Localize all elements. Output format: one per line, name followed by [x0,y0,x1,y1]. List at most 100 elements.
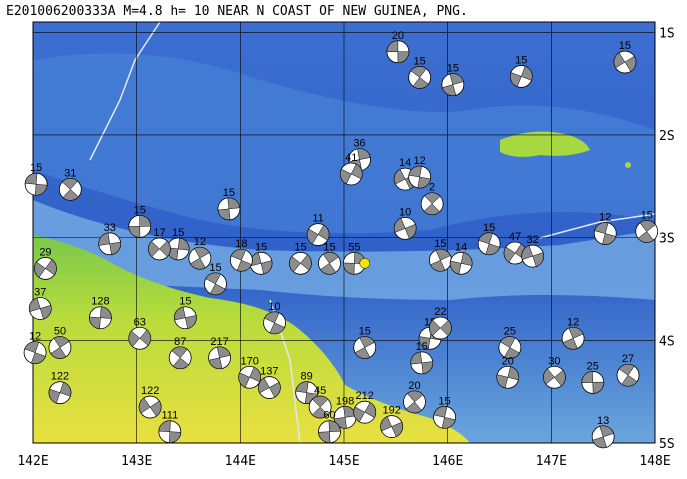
focal-mechanism [509,65,533,88]
focal-mechanism [48,336,72,359]
x-tick-label: 142E [17,454,48,469]
beachball-quadrant [48,388,61,404]
depth-label: 217 [210,336,228,348]
beachball-quadrant [24,173,38,185]
depth-label: 15 [641,209,653,221]
beachball-quadrant [300,254,312,271]
beachball-quadrant [171,346,188,359]
beachball-quadrant [62,189,79,201]
focal-mechanism [581,371,605,394]
beachball-quadrant [562,337,578,350]
depth-label: 20 [502,355,514,367]
beachball-quadrant [172,357,189,370]
beachball-quadrant [521,245,533,261]
beachball-quadrant [440,320,452,337]
beachball-quadrant [209,283,226,296]
depth-label: 15 [172,227,184,239]
depth-label: 63 [134,316,146,328]
x-tick-label: 143E [121,454,152,469]
focal-mechanism [433,405,456,429]
beachball-quadrant [230,248,246,261]
beachball-quadrant [408,165,422,178]
beachball-quadrant [433,406,448,418]
depth-label: 13 [597,415,609,427]
beachball-quadrant [417,176,431,189]
focal-mechanism [353,400,377,424]
beachball-quadrant [393,217,406,233]
focal-mechanism [289,251,312,275]
focal-mechanism [295,381,319,405]
depth-label: 14 [455,241,467,253]
focal-mechanism [496,365,520,389]
focal-mechanism [561,326,585,350]
focal-mechanism [263,311,286,335]
depth-label: 32 [527,234,539,246]
beachball-quadrant [404,223,417,239]
depth-label: 128 [91,296,109,308]
beachball-quadrant [59,381,72,397]
focal-mechanism [333,405,357,429]
depth-label: 10 [268,301,280,313]
beachball-quadrant [639,220,656,232]
beachball-quadrant [236,259,252,272]
depth-label: 170 [240,355,258,367]
y-tick-label: 3S [659,232,675,247]
beachball-quadrant [174,306,186,321]
focal-mechanism [98,232,122,256]
y-tick-label: 4S [659,334,675,349]
beachball-quadrant [24,341,40,353]
beachball-quadrant [407,390,424,403]
depth-label: 15 [515,54,527,66]
y-tick-label: 2S [659,129,675,144]
focal-mechanism [403,390,426,414]
focal-mechanism [380,415,404,438]
focal-mechanism [48,381,72,405]
beachball-quadrant [520,65,533,81]
beachball-quadrant [45,259,57,276]
beachball-quadrant [543,368,555,385]
focal-mechanism [173,306,197,330]
beachball-quadrant [328,420,341,432]
focal-mechanism [166,237,190,261]
beachball-quadrant [602,233,617,245]
beachball-quadrant [322,252,339,264]
beachball-quadrant [159,240,171,257]
beachball-quadrant [637,231,654,243]
depth-label: 15 [30,162,42,174]
depth-label: 29 [39,246,51,258]
beachball-quadrant [410,66,427,78]
depth-label: 12 [29,331,41,343]
focal-mechanism [613,50,637,74]
depth-label: 41 [345,152,357,164]
depth-label: 12 [414,155,426,167]
depth-label: 2 [429,182,435,194]
beachball-quadrant [430,259,446,272]
depth-label: 15 [255,241,267,253]
beachball-quadrant [424,192,441,205]
focal-mechanism [34,257,57,280]
beachball-quadrant [39,304,52,320]
depth-label: 45 [314,385,326,397]
depth-label: 137 [260,366,278,378]
focal-mechanism [28,297,52,320]
beachball-quadrant [594,222,609,234]
depth-label: 89 [301,371,313,383]
focal-mechanism [158,420,182,444]
focal-mechanism [429,316,452,340]
depth-label: 55 [348,241,360,253]
focal-mechanism [353,336,377,359]
beachball-quadrant [295,381,309,393]
depth-label: 18 [235,238,247,250]
focal-mechanism [208,346,232,370]
focal-mechanism [58,177,82,201]
focal-mechanism [138,395,162,419]
depth-label: 212 [356,390,374,402]
focal-mechanism [449,251,473,275]
depth-label: 12 [599,212,611,224]
x-tick-label: 148E [639,454,670,469]
beachball-quadrant [621,374,638,387]
beachball-quadrant [503,246,516,263]
depth-label: 15 [294,241,306,253]
depth-label: 36 [353,138,365,150]
